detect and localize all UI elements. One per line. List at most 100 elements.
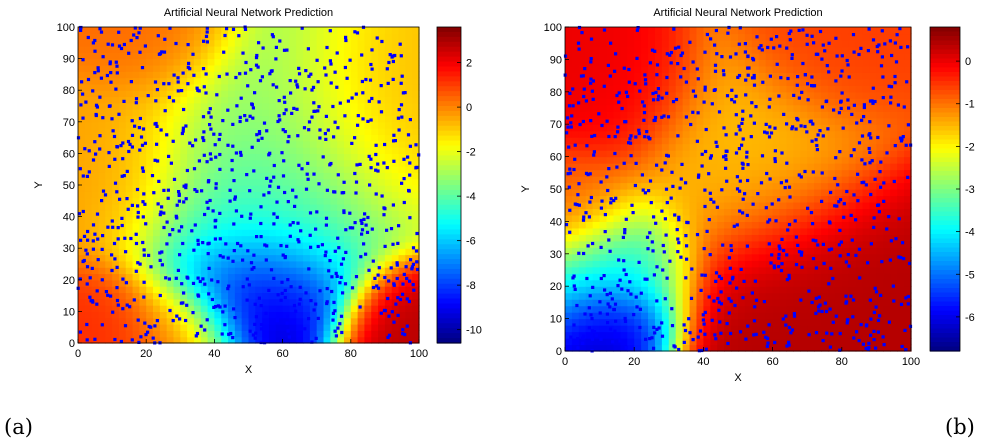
heatmap-cell (118, 178, 127, 186)
heatmap-cell (323, 197, 331, 205)
heatmap-cell (296, 311, 304, 319)
heatmap-cell (751, 143, 760, 151)
heatmap-cell (234, 64, 243, 72)
scatter-point (122, 99, 126, 103)
heatmap-cell (296, 147, 304, 154)
heatmap-cell (703, 46, 711, 54)
heatmap-cell (661, 65, 670, 73)
heatmap-cell (234, 140, 243, 148)
heatmap-cell (91, 115, 100, 123)
heatmap-cell (221, 178, 229, 186)
heatmap-cell (234, 317, 243, 325)
heatmap-cell (289, 153, 297, 161)
heatmap-cell (78, 71, 86, 79)
heatmap-cell (398, 203, 406, 211)
heatmap-cell (648, 182, 656, 190)
heatmap-cell (668, 299, 677, 307)
heatmap-cell (585, 98, 594, 106)
heatmap-cell (689, 163, 698, 171)
heatmap-cell (262, 317, 270, 325)
heatmap-cell (84, 159, 93, 167)
heatmap-cell (641, 111, 649, 119)
heatmap-cell (228, 241, 236, 249)
heatmap-cell (330, 260, 338, 268)
heatmap-cell (398, 248, 406, 256)
heatmap-cell (350, 52, 359, 60)
heatmap-cell (139, 71, 147, 79)
heatmap-cell (91, 216, 100, 224)
heatmap-cell (357, 286, 366, 294)
scatter-point (341, 257, 345, 261)
heatmap-cell (565, 260, 573, 268)
scatter-point (399, 81, 403, 85)
heatmap-cell (255, 273, 263, 281)
heatmap-cell (744, 299, 753, 307)
heatmap-cell (289, 115, 297, 123)
heatmap-cell (268, 121, 277, 129)
heatmap-cell (378, 121, 386, 129)
heatmap-cell (337, 153, 345, 161)
heatmap-cell (200, 336, 209, 344)
heatmap-cell (316, 267, 325, 275)
scatter-point (370, 48, 374, 52)
scatter-point (285, 48, 289, 52)
scatter-point (125, 169, 129, 173)
heatmap-cell (565, 72, 573, 80)
heatmap-cell (758, 305, 767, 313)
heatmap-cell (620, 221, 628, 229)
heatmap-cell (731, 338, 739, 346)
heatmap-cell (125, 254, 134, 262)
heatmap-cell (703, 111, 711, 119)
heatmap-cell (166, 102, 175, 110)
heatmap-cell (703, 85, 711, 93)
heatmap-cell (132, 311, 140, 319)
heatmap-cell (262, 45, 270, 53)
heatmap-cell (696, 137, 704, 145)
heatmap-cell (668, 130, 677, 138)
heatmap-cell (139, 153, 147, 161)
heatmap-cell (125, 128, 134, 136)
heatmap-cell (193, 197, 202, 205)
scatter-point (253, 322, 257, 326)
heatmap-cell (758, 72, 767, 80)
scatter-point (243, 27, 248, 31)
heatmap-cell (98, 39, 106, 47)
heatmap-cell (112, 128, 120, 136)
heatmap-cell (296, 178, 304, 186)
scatter-point (93, 232, 97, 236)
heatmap-cell (234, 109, 243, 117)
heatmap-cell (323, 305, 331, 312)
heatmap-cell (91, 90, 100, 98)
heatmap-cell (696, 156, 704, 164)
colorbar-band (437, 140, 461, 147)
heatmap-cell (696, 104, 704, 112)
heatmap-cell (710, 143, 718, 151)
heatmap-cell (118, 33, 127, 41)
heatmap-cell (255, 222, 263, 230)
heatmap-cell (241, 83, 250, 91)
heatmap-cell (648, 312, 656, 320)
heatmap-cell (118, 273, 127, 281)
heatmap-cell (751, 52, 760, 60)
heatmap-cell (187, 96, 195, 104)
heatmap-cell (384, 115, 393, 123)
heatmap-cell (578, 52, 587, 60)
scatter-point (264, 258, 268, 262)
heatmap-cell (599, 104, 608, 112)
heatmap-cell (132, 45, 140, 53)
heatmap-cell (112, 311, 120, 319)
heatmap-cell (234, 305, 243, 312)
scatter-point (182, 200, 186, 204)
heatmap-cell (675, 78, 684, 86)
heatmap-cell (275, 273, 284, 281)
scatter-point (380, 194, 384, 198)
heatmap-cell (689, 33, 698, 41)
heatmap-cell (207, 109, 215, 117)
heatmap-cell (378, 64, 386, 72)
heatmap-cell (193, 286, 202, 294)
heatmap-cell (289, 52, 297, 60)
heatmap-cell (738, 33, 746, 41)
heatmap-cell (268, 298, 277, 306)
scatter-point (391, 59, 395, 64)
heatmap-cell (112, 159, 120, 167)
